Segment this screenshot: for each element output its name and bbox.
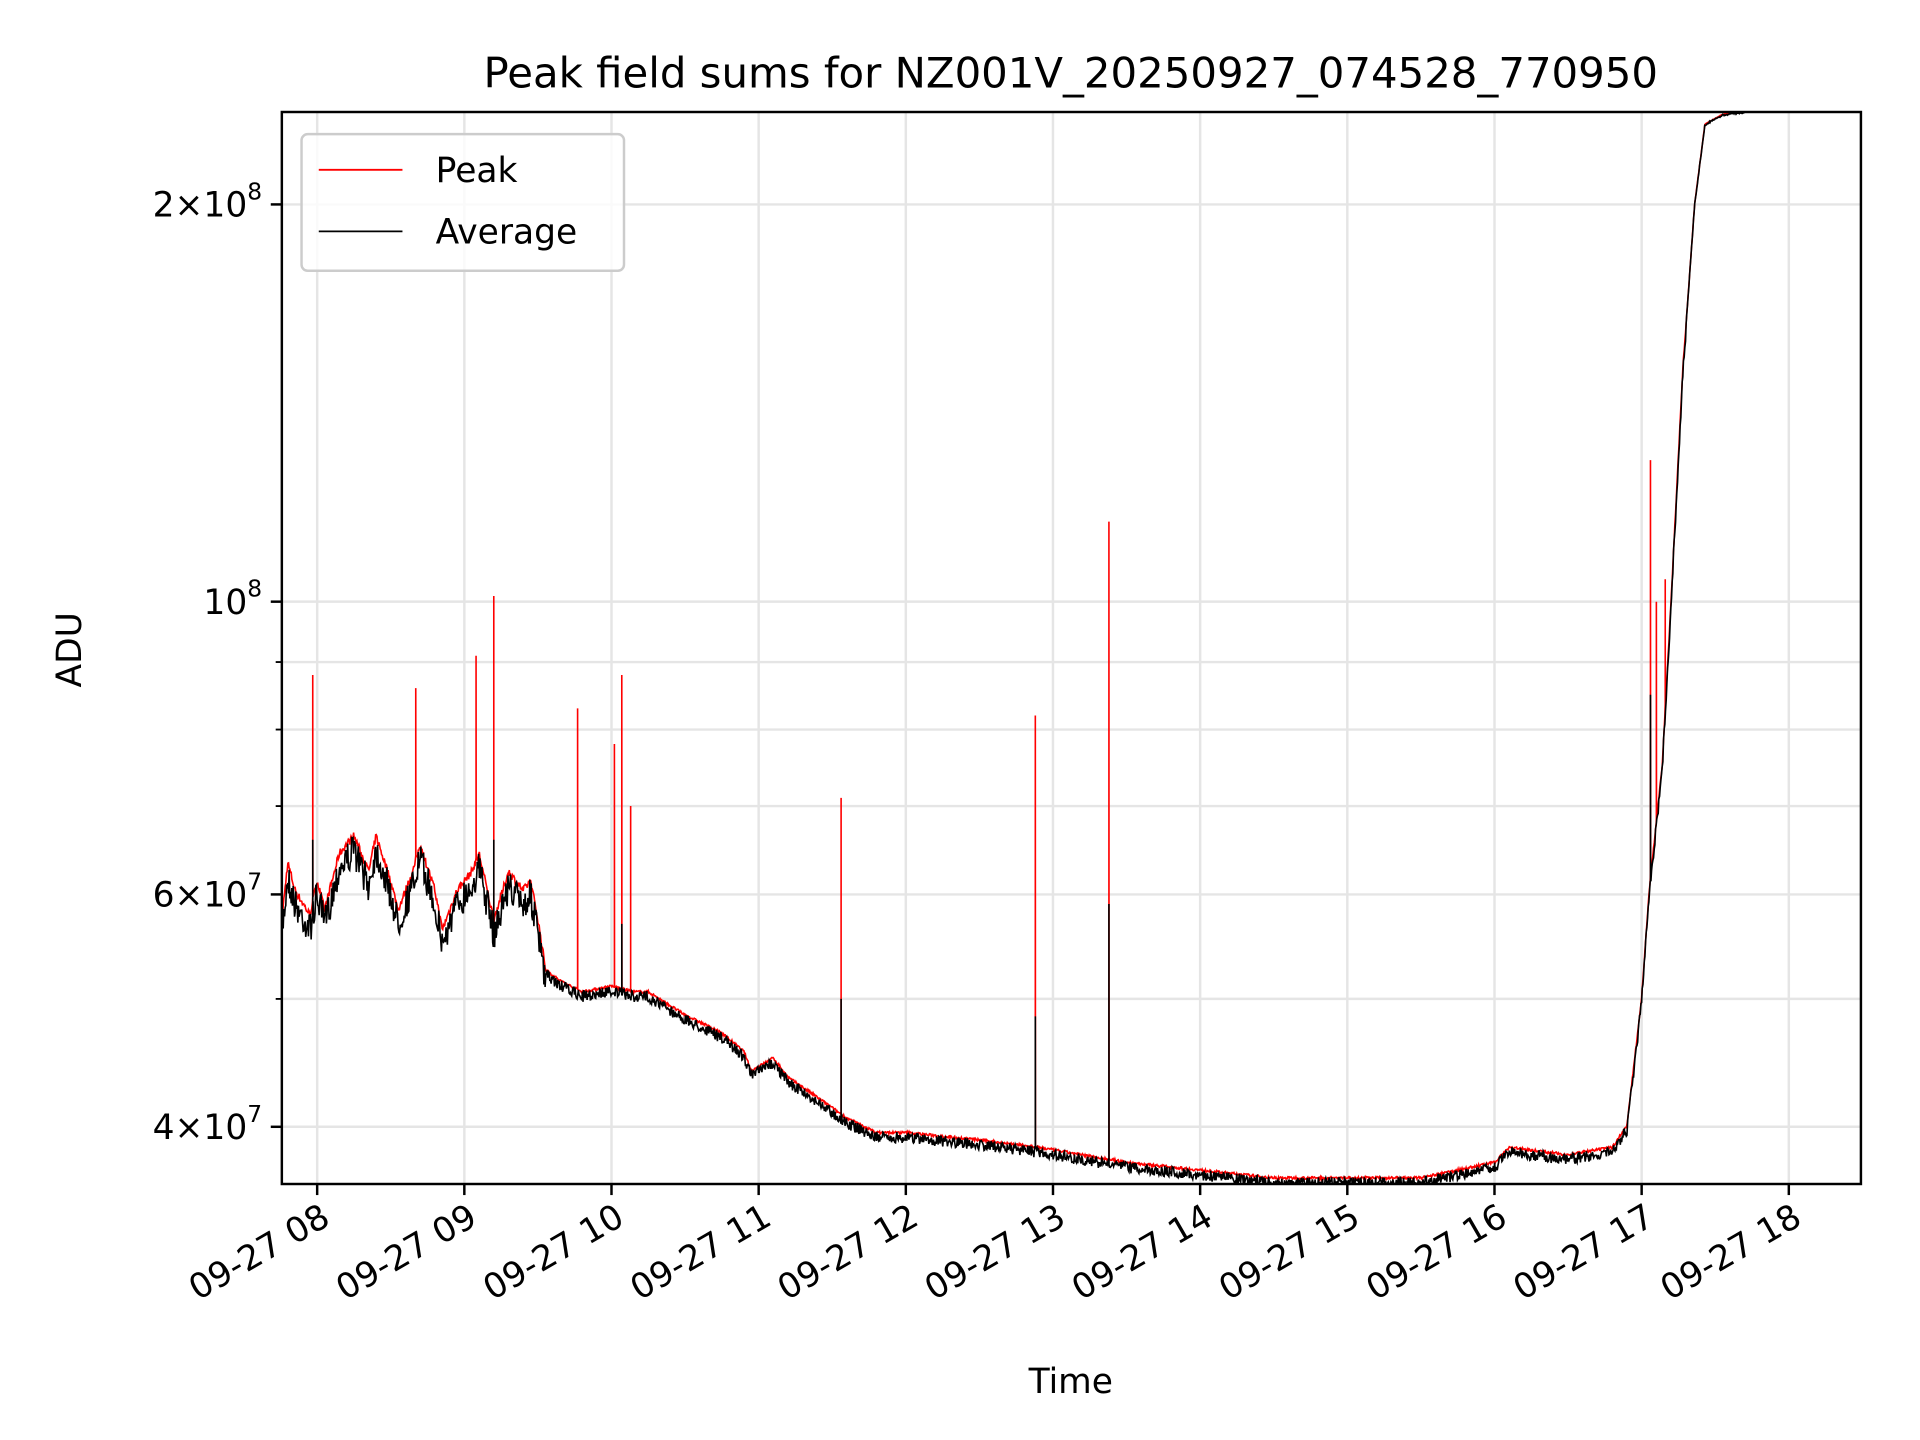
y-tick-mantissa: 10 xyxy=(203,583,247,623)
y-tick-exponent: 7 xyxy=(247,1100,262,1128)
y-tick-label: 6×107 xyxy=(153,867,263,915)
average-series-line xyxy=(281,112,1746,1184)
y-tick-mantissa: 6×10 xyxy=(153,876,248,916)
plot-area xyxy=(281,112,1746,1184)
legend-average-label: Average xyxy=(436,213,577,253)
legend: Peak Average xyxy=(300,132,626,272)
y-tick-label: 4×107 xyxy=(153,1100,263,1148)
axes-frame xyxy=(280,110,1863,1186)
y-tick-exponent: 8 xyxy=(247,575,262,603)
y-axis-label: ADU xyxy=(50,612,90,687)
y-tick-label: 108 xyxy=(203,575,262,623)
y-tick-exponent: 7 xyxy=(247,867,262,895)
legend-peak-label: Peak xyxy=(436,151,518,191)
legend-box xyxy=(300,132,626,272)
y-tick-mantissa: 2×10 xyxy=(153,186,248,226)
y-tick-exponent: 8 xyxy=(247,177,262,205)
y-tick-label: 2×108 xyxy=(153,177,263,225)
x-axis-label: Time xyxy=(1028,1362,1113,1402)
chart-title: Peak field sums for NZ001V_20250927_0745… xyxy=(484,48,1659,97)
grid xyxy=(281,112,1861,1184)
y-tick-mantissa: 4×10 xyxy=(153,1108,248,1148)
